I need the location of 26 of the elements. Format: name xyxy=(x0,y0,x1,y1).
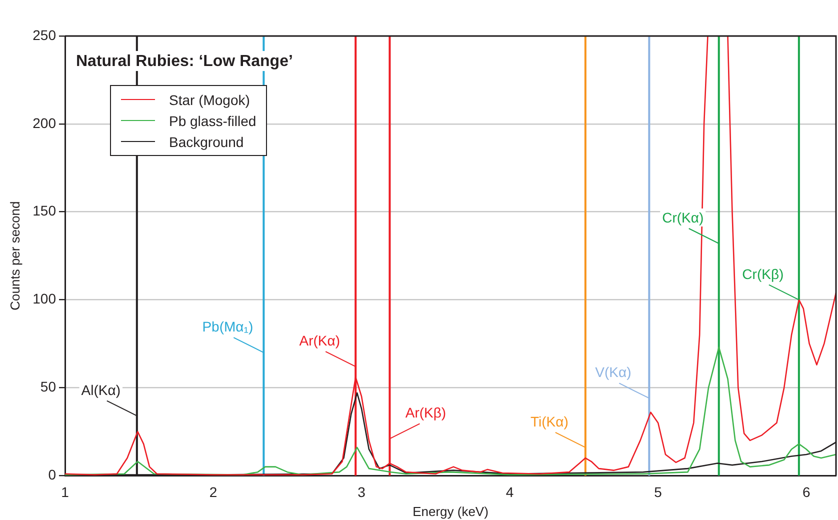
annotation: Ar(Kβ) xyxy=(405,404,446,421)
y-tick-label: 50 xyxy=(40,378,56,395)
y-tick-label: 250 xyxy=(32,26,56,43)
y-tick-label: 200 xyxy=(32,114,56,131)
annotation: Al(Kα) xyxy=(81,382,121,398)
y-tick-label: 0 xyxy=(48,466,56,482)
x-tick-label: 6 xyxy=(802,484,810,500)
annotation: Cr(Kβ) xyxy=(742,266,784,282)
legend-label: Background xyxy=(169,134,244,150)
x-tick-label: 4 xyxy=(506,484,514,500)
annotation: Pb(Mα₁) xyxy=(202,318,254,335)
x-tick-label: 5 xyxy=(654,484,662,500)
x-axis-title: Energy (keV) xyxy=(412,504,488,519)
y-tick-label: 100 xyxy=(32,290,56,307)
legend-label: Star (Mogok) xyxy=(169,92,250,108)
x-tick-label: 3 xyxy=(358,484,366,500)
y-tick-label: 150 xyxy=(32,202,56,219)
x-tick-label: 2 xyxy=(209,484,218,500)
annotation: V(Kα) xyxy=(595,364,632,380)
x-tick-label: 1 xyxy=(61,484,70,500)
annotation: Ti(Kα) xyxy=(530,413,568,430)
legend-label: Pb glass-filled xyxy=(169,112,256,128)
annotation: Ar(Kα) xyxy=(299,332,340,349)
text: Natural Rubies: ‘Low Range’ xyxy=(76,53,293,70)
annotation: Cr(Kα) xyxy=(662,209,704,226)
y-axis-title: Counts per second xyxy=(7,201,22,310)
